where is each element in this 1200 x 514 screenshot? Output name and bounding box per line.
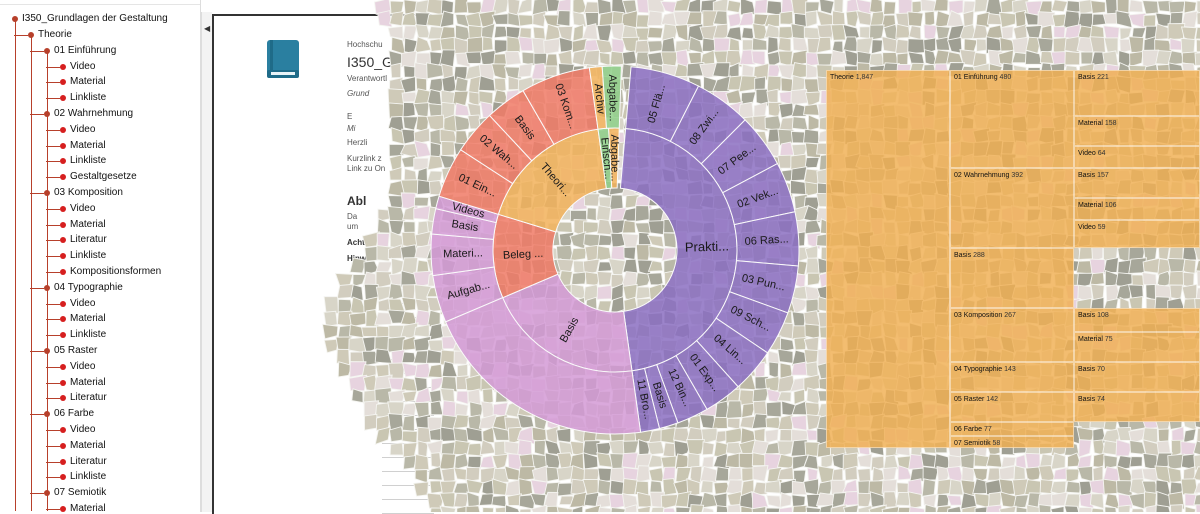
sunburst-inner-label: Prakti...	[685, 238, 729, 254]
sunburst-outer-label: Abgabe...	[606, 74, 619, 121]
sunburst-outer-label: Materi...	[443, 247, 483, 260]
sunburst-inner-label: Abgabe...	[608, 134, 620, 181]
sunburst-inner-label: Beleg ...	[503, 248, 544, 262]
